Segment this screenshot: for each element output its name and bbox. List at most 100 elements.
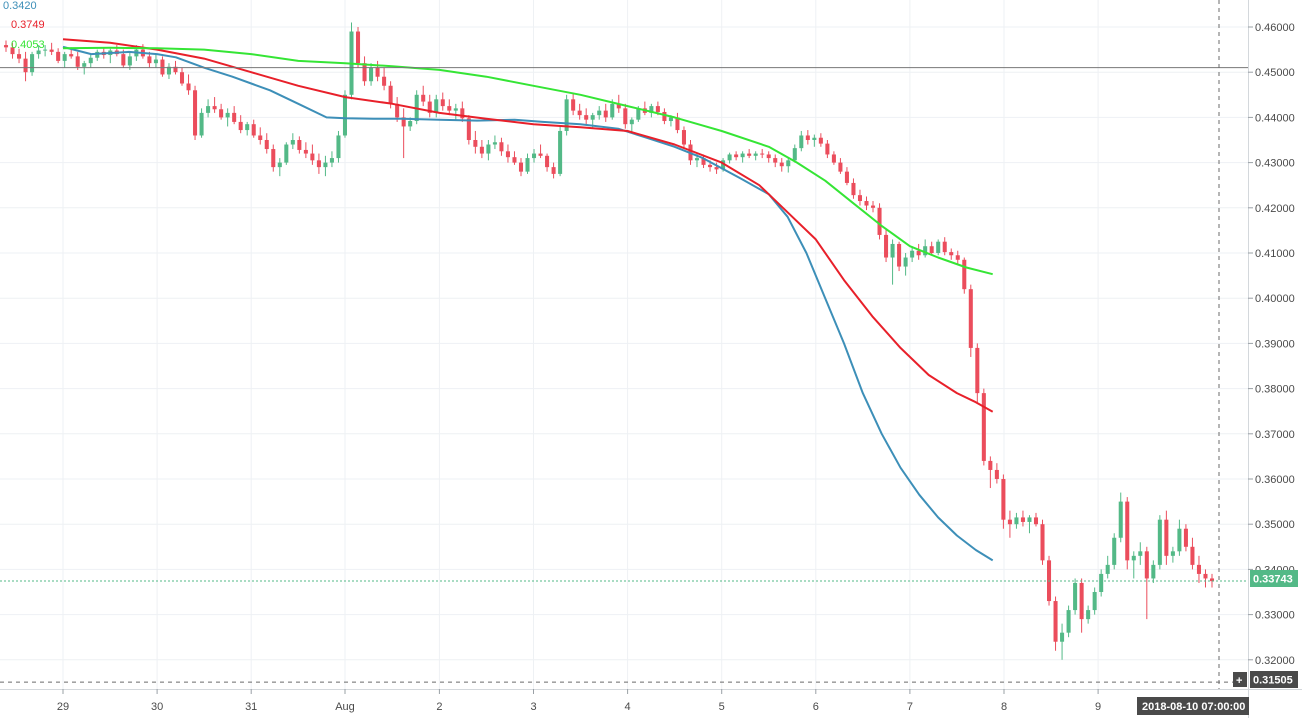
candle-body bbox=[245, 124, 250, 131]
candle-body bbox=[251, 124, 256, 136]
price-axis[interactable]: 0.46000 0.45000 0.44000 0.43000 0.42000 0.410… bbox=[1248, 22, 1295, 667]
candle-body bbox=[1151, 564, 1156, 579]
candle-body bbox=[466, 118, 471, 140]
ma-slow-line bbox=[62, 46, 993, 276]
candle-body bbox=[212, 106, 217, 110]
candle-body bbox=[316, 160, 321, 168]
cursor-time-badge bbox=[1137, 697, 1249, 715]
candle-body bbox=[916, 250, 921, 256]
candle-body bbox=[851, 182, 856, 196]
candle-body bbox=[1196, 564, 1201, 574]
candle-body bbox=[936, 241, 941, 253]
candlesticks bbox=[3, 22, 1215, 660]
x-tick-label: 29 bbox=[57, 701, 69, 713]
candle-body bbox=[1053, 601, 1058, 642]
last-price-badge-text: 0.33743 bbox=[1253, 574, 1293, 586]
candle-body bbox=[1177, 528, 1182, 552]
candle-body bbox=[43, 49, 48, 51]
candle-body bbox=[271, 149, 276, 168]
candle-body bbox=[518, 162, 524, 172]
candle-body bbox=[512, 157, 517, 163]
candle-body bbox=[499, 142, 504, 152]
candle-body bbox=[17, 54, 22, 59]
y-tick-label: 0.38000 bbox=[1255, 384, 1295, 396]
candle-body bbox=[532, 153, 537, 159]
candle-body bbox=[812, 137, 817, 140]
candle-body bbox=[1203, 573, 1208, 579]
candle-body bbox=[1060, 632, 1065, 642]
candle-body bbox=[923, 246, 928, 256]
candle-body bbox=[558, 130, 563, 174]
last-price-badge bbox=[1250, 570, 1298, 587]
candle-body bbox=[1014, 517, 1019, 525]
candle-body bbox=[831, 154, 836, 163]
candle-body bbox=[864, 201, 869, 206]
y-tick-label: 0.32000 bbox=[1255, 655, 1295, 667]
candle-body bbox=[23, 58, 28, 73]
candle-body bbox=[49, 49, 54, 52]
candle-body bbox=[636, 108, 641, 120]
candle-body bbox=[69, 54, 74, 57]
candle-body bbox=[1209, 578, 1215, 582]
candle-body bbox=[1131, 555, 1136, 561]
candle-body bbox=[1092, 592, 1097, 611]
candle-body bbox=[538, 153, 543, 156]
candle-body bbox=[975, 347, 980, 394]
candle-body bbox=[942, 241, 947, 253]
candle-body bbox=[962, 259, 967, 290]
candle-body bbox=[408, 121, 413, 127]
x-tick-label: 30 bbox=[151, 701, 163, 713]
candle-body bbox=[727, 154, 732, 161]
candle-body bbox=[199, 112, 204, 136]
candle-body bbox=[323, 162, 328, 168]
candle-body bbox=[75, 56, 80, 67]
candle-body bbox=[1138, 551, 1143, 556]
y-tick-label: 0.40000 bbox=[1255, 293, 1295, 305]
candle-body bbox=[786, 160, 791, 167]
candle-body bbox=[375, 67, 380, 77]
candle-body bbox=[486, 144, 491, 154]
candle-body bbox=[675, 117, 680, 131]
y-tick-label: 0.39000 bbox=[1255, 338, 1295, 350]
ma-fast-value-label: 0.3420 bbox=[3, 0, 37, 12]
candle-body bbox=[297, 140, 302, 150]
candle-body bbox=[694, 158, 700, 161]
candle-body bbox=[1007, 519, 1012, 525]
time-axis[interactable]: 29 30 31 Aug 2 3 4 5 6 7 8 9 bbox=[57, 689, 1101, 713]
x-tick-label: 3 bbox=[530, 701, 536, 713]
y-tick-label: 0.46000 bbox=[1255, 22, 1295, 34]
y-tick-label: 0.41000 bbox=[1255, 248, 1295, 260]
y-tick-label: 0.44000 bbox=[1255, 112, 1295, 124]
moving-averages bbox=[62, 38, 994, 562]
candle-body bbox=[1020, 517, 1025, 522]
plus-button[interactable] bbox=[1233, 672, 1247, 687]
candle-body bbox=[525, 158, 530, 172]
ma-slow-value-label: 0.4053 bbox=[11, 39, 45, 51]
candle-body bbox=[284, 144, 289, 163]
candle-body bbox=[264, 140, 269, 150]
candle-body bbox=[877, 207, 882, 235]
candle-body bbox=[127, 56, 132, 66]
candle-body bbox=[421, 94, 426, 102]
candle-body bbox=[206, 106, 211, 113]
candle-body bbox=[505, 151, 510, 158]
candle-body bbox=[773, 158, 778, 163]
x-tick-label: 9 bbox=[1095, 701, 1101, 713]
candle-body bbox=[362, 63, 367, 82]
candle-body bbox=[303, 149, 308, 154]
candle-body bbox=[95, 51, 100, 58]
candle-body bbox=[369, 67, 374, 82]
candle-body bbox=[870, 205, 876, 208]
candle-body bbox=[1125, 501, 1130, 561]
cursor-price-badge bbox=[1250, 671, 1298, 688]
ma-mid-value-label: 0.3749 bbox=[11, 19, 45, 31]
candle-body bbox=[36, 50, 41, 55]
candle-body bbox=[714, 167, 719, 170]
candle-body bbox=[56, 51, 61, 61]
candle-body bbox=[1112, 537, 1117, 565]
candle-body bbox=[1086, 610, 1091, 620]
candle-body bbox=[388, 85, 393, 104]
candle-body bbox=[10, 47, 15, 55]
candle-body bbox=[1033, 517, 1039, 525]
